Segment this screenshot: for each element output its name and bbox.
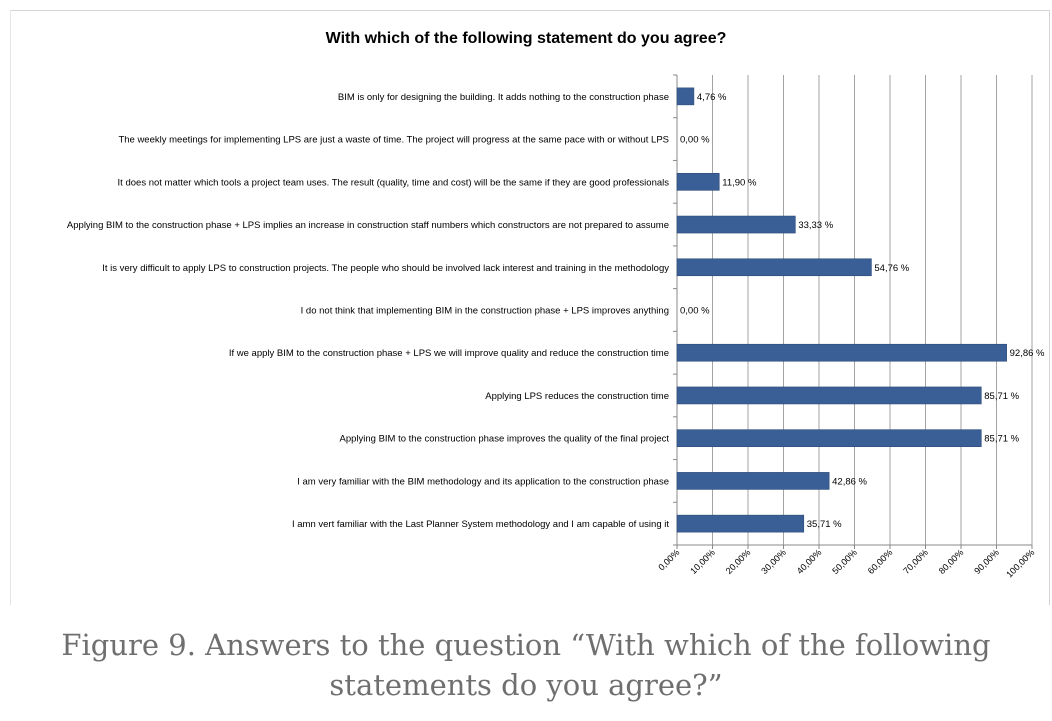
bar <box>676 343 1007 362</box>
bar <box>676 215 796 234</box>
x-tick-label: 60,00% <box>866 547 895 576</box>
category-label: I amn vert familiar with the Last Planne… <box>292 519 669 530</box>
x-tick-label: 90,00% <box>972 547 1001 576</box>
x-tick-label: 20,00% <box>724 547 753 576</box>
x-tick-label: 30,00% <box>759 547 788 576</box>
category-label: Applying BIM to the construction phase i… <box>339 434 669 445</box>
data-label: 33,33 % <box>798 220 833 231</box>
bar <box>676 87 695 106</box>
x-tick-label: 80,00% <box>937 547 966 576</box>
bar <box>676 386 982 405</box>
data-label: 85,71 % <box>984 434 1019 445</box>
data-label: 54,76 % <box>874 263 909 274</box>
data-label: 0,00 % <box>680 306 710 317</box>
data-label: 35,71 % <box>807 519 842 530</box>
category-label: Applying BIM to the construction phase +… <box>67 220 669 231</box>
category-label: I do not think that implementing BIM in … <box>301 306 669 317</box>
x-tick-label: 70,00% <box>901 547 930 576</box>
chart-frame <box>10 10 1050 605</box>
chart-title: With which of the following statement do… <box>325 30 727 47</box>
bar-chart: BIM is only for designing the building. … <box>67 74 1045 580</box>
x-tick-label: 100,00% <box>1004 547 1036 579</box>
category-label: If we apply BIM to the construction phas… <box>229 348 669 359</box>
category-label: I am very familiar with the BIM methodol… <box>297 476 669 487</box>
bar <box>676 514 805 533</box>
bar <box>676 258 872 277</box>
figure-caption: Figure 9. Answers to the question “With … <box>61 628 991 702</box>
data-label: 92,86 % <box>1010 348 1045 359</box>
bar <box>676 472 830 490</box>
bar <box>676 173 720 191</box>
data-label: 42,86 % <box>832 476 867 487</box>
x-tick-label: 50,00% <box>830 547 859 576</box>
data-label: 0,00 % <box>680 135 710 146</box>
bar <box>676 429 982 447</box>
x-tick-label: 40,00% <box>795 547 824 576</box>
x-tick-label: 0,00% <box>656 547 681 572</box>
data-label: 4,76 % <box>697 92 727 103</box>
category-label: BIM is only for designing the building. … <box>338 92 669 103</box>
data-label: 85,71 % <box>984 391 1019 402</box>
category-label: It does not matter which tools a project… <box>118 177 670 188</box>
category-label: Applying LPS reduces the construction ti… <box>485 391 669 402</box>
category-label: It is very difficult to apply LPS to con… <box>102 263 669 274</box>
x-tick-label: 10,00% <box>688 547 717 576</box>
category-label: The weekly meetings for implementing LPS… <box>118 135 669 146</box>
data-label: 11,90 % <box>722 177 757 188</box>
